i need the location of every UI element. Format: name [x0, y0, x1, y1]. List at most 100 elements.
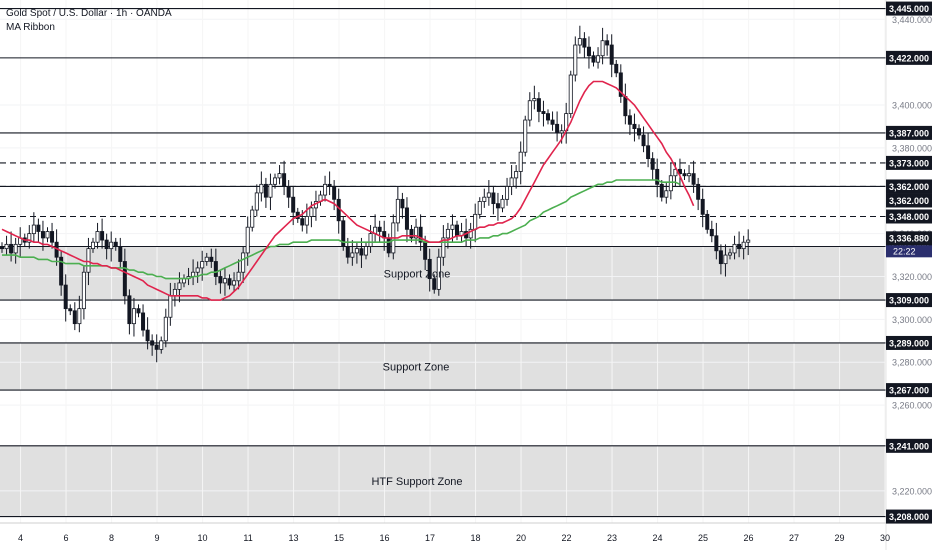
- candle-body: [532, 98, 537, 102]
- price-tick-label: 3,380.000: [892, 143, 932, 153]
- candle-body: [40, 231, 45, 239]
- candle-body: [304, 216, 309, 226]
- candle-body: [623, 96, 628, 117]
- candle-body: [591, 55, 596, 63]
- candle-body: [323, 183, 328, 196]
- candle-body: [300, 218, 305, 226]
- candle-body: [268, 183, 273, 198]
- level-price-badge: [886, 383, 932, 398]
- candle-body: [468, 228, 473, 239]
- time-tick-label: 6: [64, 533, 69, 543]
- candle-body: [209, 256, 214, 262]
- candle-body: [404, 207, 409, 230]
- level-price-badge: [886, 1, 932, 16]
- candle-body: [172, 288, 177, 297]
- price-tick-label: 3,300.000: [892, 315, 932, 325]
- candle-body: [432, 278, 437, 290]
- price-tick-label: 3,280.000: [892, 358, 932, 368]
- price-tick-label: 3,440.000: [892, 15, 932, 25]
- last-price-badge: [886, 231, 932, 246]
- candle-body: [45, 231, 50, 239]
- level-price-text: 3,208.000: [889, 512, 929, 522]
- time-tick-label: 23: [607, 533, 617, 543]
- candle-body: [527, 100, 532, 121]
- candle-body: [50, 231, 55, 243]
- level-price-badge: [886, 438, 932, 453]
- candle-body: [614, 63, 619, 74]
- candle-body: [177, 282, 182, 290]
- candle-body: [427, 258, 432, 280]
- candle-body: [168, 295, 173, 318]
- level-price-text: 3,373.000: [889, 158, 929, 168]
- level-price-text: 3,422.000: [889, 53, 929, 63]
- candle-body: [627, 115, 632, 125]
- candle-body: [341, 220, 346, 247]
- candle-body: [709, 228, 714, 237]
- candle-body: [277, 173, 282, 179]
- candle-body: [605, 40, 610, 46]
- time-tick-label: 11: [243, 533, 252, 543]
- candle-body: [573, 44, 578, 76]
- candle-body: [377, 226, 382, 232]
- candle-body: [414, 226, 419, 239]
- candle-body: [746, 239, 751, 243]
- candle-body: [550, 119, 555, 125]
- candle-body: [423, 241, 428, 260]
- chart-title: Gold Spot / U.S. Dollar · 1h · OANDA: [6, 8, 172, 19]
- candle-body: [664, 190, 669, 198]
- candle-body: [400, 198, 405, 209]
- candle-body: [200, 261, 205, 269]
- candle-body: [136, 308, 141, 314]
- level-price-labels: 3,445.000 3,422.000 3,387.000 3,373.000 3,36…: [886, 1, 932, 524]
- candle-body: [81, 271, 86, 310]
- candle-body: [582, 38, 587, 48]
- candle-body: [523, 119, 528, 153]
- candle-body: [650, 158, 655, 170]
- candle-body: [696, 183, 701, 200]
- zone-band: [0, 445, 886, 517]
- candle-body: [741, 241, 746, 250]
- candle-body: [272, 177, 277, 185]
- candle-body: [577, 38, 582, 46]
- candle-body: [245, 226, 250, 254]
- candle-body: [546, 113, 551, 121]
- time-tick-label: 30: [880, 533, 890, 543]
- candle-body: [354, 248, 359, 254]
- candle-body: [222, 278, 227, 284]
- candle-body: [154, 344, 159, 350]
- candle-body: [145, 329, 150, 342]
- candle-body: [232, 280, 237, 286]
- candle-body: [159, 340, 164, 350]
- candle-body: [568, 74, 573, 115]
- candle-body: [291, 196, 296, 213]
- time-axis[interactable]: 4 6 8 9 10 11 13 15 16 17 18 20 22 23 24 25 26 27 29 30: [18, 533, 890, 543]
- candle-body: [714, 235, 719, 252]
- candle-body: [259, 183, 264, 194]
- zone-label: HTF Support Zone: [371, 476, 462, 488]
- candle-body: [473, 213, 478, 230]
- candle-body: [705, 213, 710, 230]
- candle-body: [368, 233, 373, 247]
- level-price-badge: [886, 155, 932, 170]
- candle-body: [195, 267, 200, 273]
- zone-labels: Support Zone Support Zone HTF Support Zone: [371, 268, 462, 488]
- price-tick-label: 3,400.000: [892, 101, 932, 111]
- candle-body: [491, 192, 496, 205]
- candle-body: [163, 316, 168, 342]
- level-price-badge: [886, 509, 932, 524]
- indicator-label: MA Ribbon: [6, 22, 55, 33]
- candle-body: [559, 130, 564, 134]
- level-price-text: 3,362.000: [889, 196, 929, 206]
- candle-body: [723, 254, 728, 265]
- candle-body: [27, 233, 32, 243]
- zone-label: Support Zone: [383, 362, 450, 374]
- last-price-text: 3,336.880: [889, 233, 929, 243]
- level-price-text: 3,267.000: [889, 386, 929, 396]
- candle-body: [691, 173, 696, 185]
- candle-body: [359, 248, 364, 256]
- candle-body: [514, 171, 519, 179]
- candle-body: [668, 175, 673, 192]
- level-price-text: 3,309.000: [889, 296, 929, 306]
- candle-body: [36, 224, 41, 232]
